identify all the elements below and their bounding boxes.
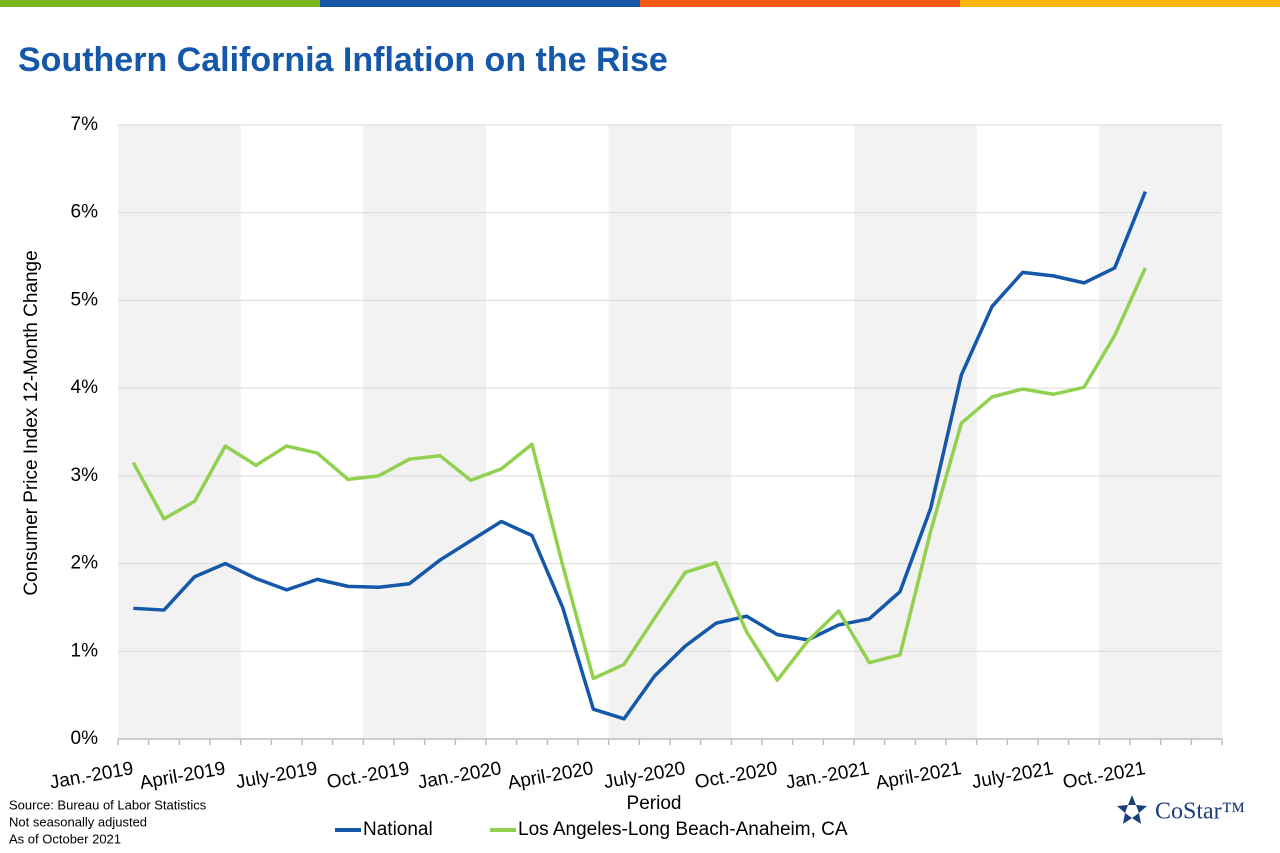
shade-band [118,125,241,739]
x-tick-label: Oct.-2019 [325,758,411,793]
legend-label: Los Angeles-Long Beach-Anaheim, CA [518,819,848,840]
shading [118,125,1222,739]
top-bar [0,0,320,7]
x-tick-label: Jan.-2019 [48,758,135,793]
y-tick-label: 6% [71,202,99,223]
x-tick-label: April-2021 [874,758,963,794]
y-tick-label: 0% [71,728,99,749]
y-tick-label: 5% [71,289,99,310]
top-bar [960,0,1280,7]
y-tick-label: 3% [71,465,99,486]
y-tick-label: 4% [71,377,99,398]
series-line [131,267,1147,682]
shade-band [854,125,977,739]
x-tick-label: April-2019 [138,758,227,794]
shade-band [1099,125,1222,739]
legend-label: National [363,819,433,840]
x-tick-label: July-2020 [602,758,687,793]
note: As of October 2021 [9,831,121,846]
y-tick-label: 7% [71,114,99,135]
shade-band [363,125,486,739]
x-tick-label: Jan.-2020 [416,758,503,793]
x-tick-label: July-2021 [970,758,1055,793]
x-tick-label: July-2019 [234,758,319,793]
y-axis-label: Consumer Price Index 12-Month Change [21,250,42,595]
top-bar [640,0,960,7]
note: Not seasonally adjusted [9,814,147,829]
x-axis-label: Period [627,793,682,814]
note: Source: Bureau of Labor Statistics [9,797,207,812]
chart-title: Southern California Inflation on the Ris… [18,41,668,79]
shade-band [608,125,732,739]
series-line [133,191,1147,721]
logo-text: CoStar™ [1155,799,1245,825]
top-bar [320,0,640,7]
y-tick-label: 1% [71,640,99,661]
x-tick-label: April-2020 [506,758,595,794]
x-tick-label: Oct.-2020 [693,758,779,793]
y-tick-label: 2% [71,553,99,574]
logo-icon [1117,795,1147,824]
x-tick-label: Oct.-2021 [1061,758,1147,793]
x-tick-label: Jan.-2021 [784,758,871,793]
